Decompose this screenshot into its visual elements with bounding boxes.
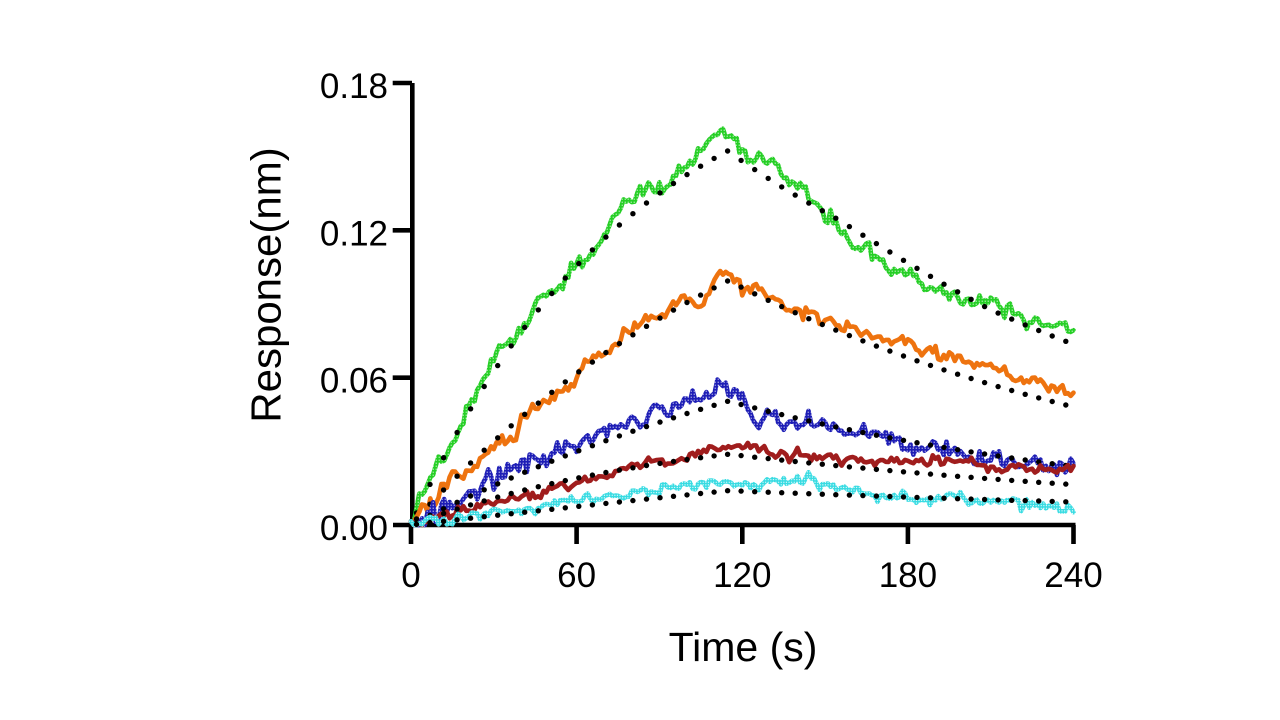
svg-text:0.12: 0.12 <box>320 214 388 253</box>
svg-text:0: 0 <box>401 556 420 595</box>
svg-text:0.06: 0.06 <box>320 362 388 401</box>
svg-text:0.18: 0.18 <box>320 67 388 106</box>
svg-text:180: 180 <box>879 556 937 595</box>
svg-text:120: 120 <box>713 556 771 595</box>
svg-text:Response(nm): Response(nm) <box>243 147 290 422</box>
svg-text:Time (s): Time (s) <box>669 624 818 670</box>
svg-text:60: 60 <box>557 556 596 595</box>
svg-text:240: 240 <box>1044 556 1102 595</box>
svg-text:0.00: 0.00 <box>320 509 388 548</box>
